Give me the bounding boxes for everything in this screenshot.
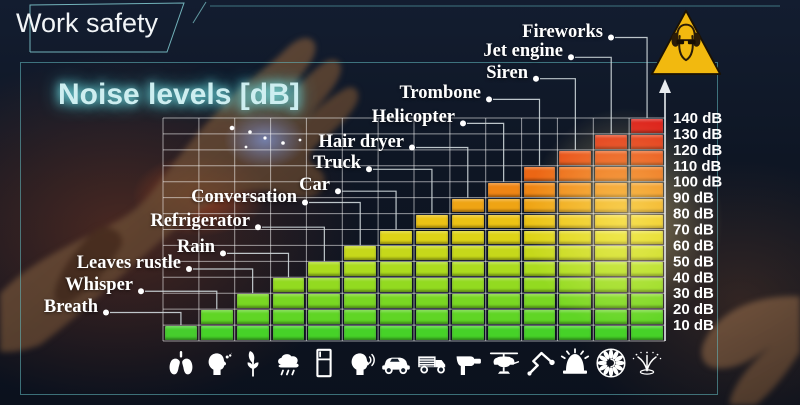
svg-text:40 dB: 40 dB (673, 269, 714, 286)
svg-text:90 dB: 90 dB (673, 190, 714, 207)
svg-text:110 dB: 110 dB (673, 158, 722, 175)
svg-text:70 dB: 70 dB (673, 222, 714, 239)
svg-text:140 dB: 140 dB (673, 110, 722, 127)
svg-text:80 dB: 80 dB (673, 206, 714, 223)
svg-text:50 dB: 50 dB (673, 253, 714, 270)
svg-text:120 dB: 120 dB (673, 142, 722, 159)
svg-text:130 dB: 130 dB (673, 126, 722, 143)
svg-text:100 dB: 100 dB (673, 174, 722, 191)
svg-text:30 dB: 30 dB (673, 285, 714, 302)
svg-text:60 dB: 60 dB (673, 237, 714, 254)
svg-text:10 dB: 10 dB (673, 317, 714, 334)
svg-text:20 dB: 20 dB (673, 301, 714, 318)
